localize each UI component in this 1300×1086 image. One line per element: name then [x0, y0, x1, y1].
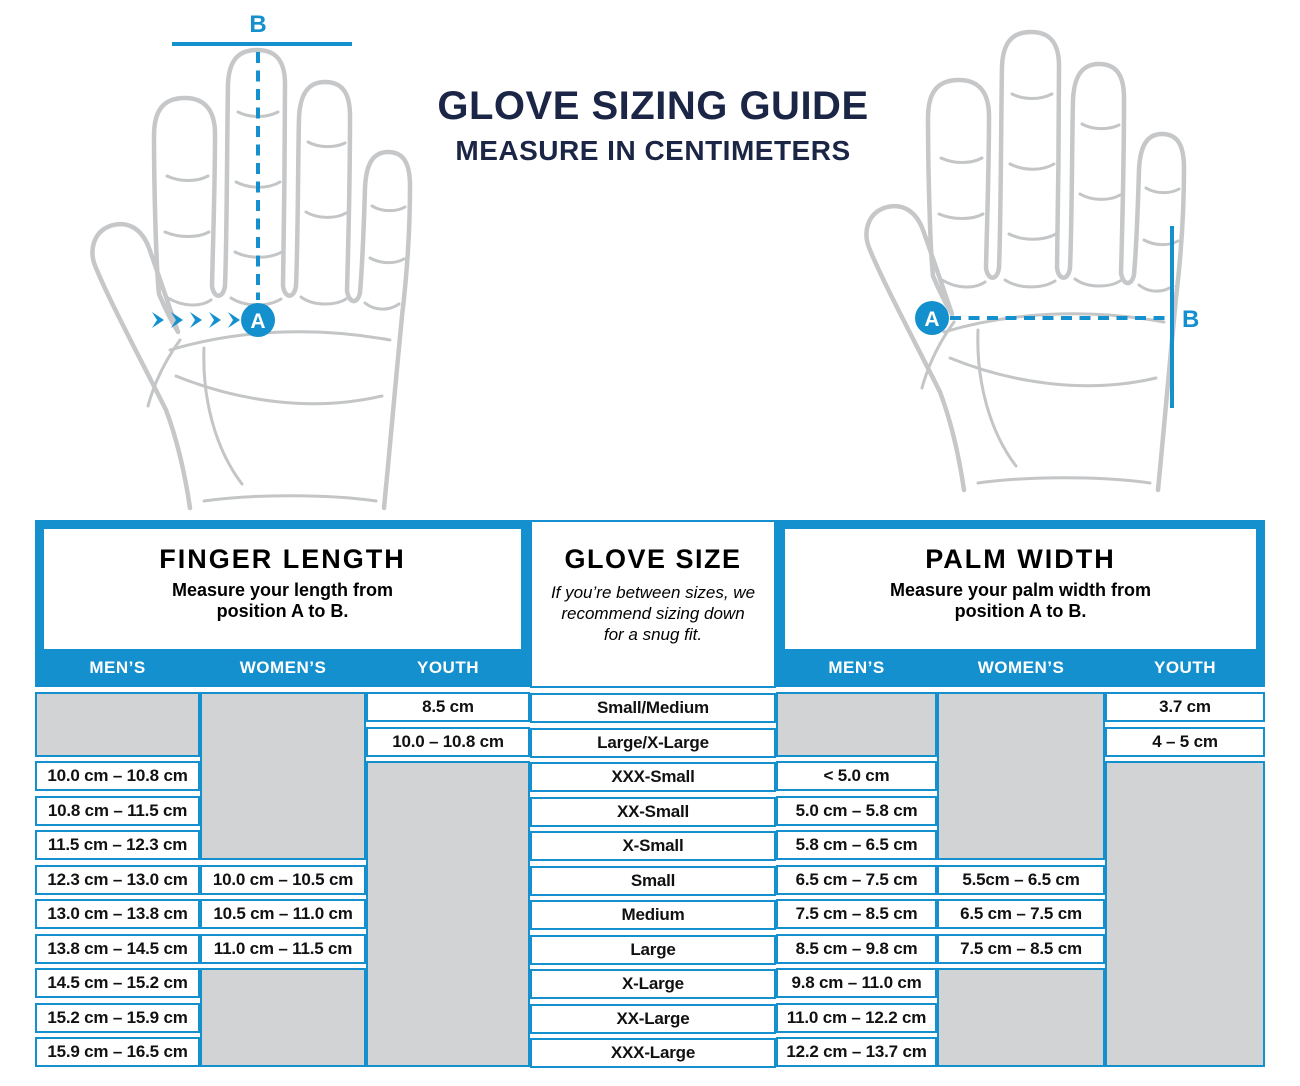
glove-size-column: Small/Medium Large/X-Large XXX-Small XX-Sma…: [530, 693, 776, 1073]
table-cell: 11.0 cm – 11.5 cm: [200, 933, 366, 964]
point-a-marker: [915, 301, 949, 335]
finger-length-column-headers: MEN’S WOMEN’S YOUTH: [35, 649, 530, 687]
table-cell: XX-Large: [530, 1003, 776, 1034]
table-cell: 10.8 cm – 11.5 cm: [35, 795, 200, 826]
column-header-mens: MEN’S: [828, 658, 885, 677]
table-cell: 15.9 cm – 16.5 cm: [35, 1037, 200, 1067]
glove-size-header: GLOVE SIZE If you’re between sizes, we r…: [530, 520, 776, 688]
empty-cell: [35, 692, 200, 757]
table-cell: 6.5 cm – 7.5 cm: [776, 864, 937, 895]
column-header-womens: WOMEN’S: [239, 658, 327, 677]
table-cell: 9.8 cm – 11.0 cm: [776, 968, 937, 998]
hand-illustration: [866, 32, 1184, 490]
glove-size-title: GLOVE SIZE: [564, 544, 742, 574]
glove-size-column: Small/Medium Large/X-Large XXX-Small XX-Sma…: [530, 693, 776, 1073]
table-cell: 7.5 cm – 8.5 cm: [776, 899, 937, 929]
table-cell: 7.5 cm – 8.5 cm: [937, 933, 1105, 964]
point-a-label: A: [924, 308, 939, 331]
finger-length-title: FINGER LENGTH: [159, 544, 406, 574]
table-cell: 13.8 cm – 14.5 cm: [35, 933, 200, 964]
empty-cell: [776, 692, 937, 757]
table-cell: 8.5 cm: [366, 692, 530, 722]
table-cell: 8.5 cm – 9.8 cm: [776, 933, 937, 964]
table-cell: Small: [530, 865, 776, 896]
finger-length-subtitle: Measure your length from position A to B…: [171, 580, 394, 621]
empty-cell: [200, 968, 366, 1067]
table-cell: XXX-Large: [530, 1038, 776, 1068]
palm-width-header-frame: PALM WIDTH Measure your palm width from …: [776, 520, 1265, 650]
finger-column: 8.5 cm 10.0 – 10.8 cm: [366, 692, 530, 1072]
palm-column: 3.7 cm 4 – 5 cm: [1105, 692, 1265, 1072]
palm-column: 5.5cm – 6.5 cm 6.5 cm – 7.5 cm 7.5 cm – 8.…: [937, 692, 1105, 1072]
table-cell: X-Large: [530, 969, 776, 999]
finger-column: 10.0 cm – 10.8 cm 10.8 cm – 11.5 cm 11.5 c…: [35, 692, 200, 1072]
column-header-womens: WOMEN’S: [977, 658, 1065, 677]
table-cell: 12.3 cm – 13.0 cm: [35, 864, 200, 895]
table-cell: 11.5 cm – 12.3 cm: [35, 830, 200, 860]
table-cell: 5.8 cm – 6.5 cm: [776, 830, 937, 860]
section-finger-length: FINGER LENGTH Measure your length from p…: [35, 520, 530, 1072]
palm-width-columns: < 5.0 cm 5.0 cm – 5.8 cm 5.8 cm – 6.5 cm 6.…: [776, 692, 1265, 1072]
table-cell: Large/X-Large: [530, 727, 776, 758]
section-glove-size: GLOVE SIZE If you’re between sizes, we r…: [530, 520, 776, 1073]
glove-size-subtitle: If you’re between sizes, we recommend si…: [550, 583, 756, 644]
column-header-youth: YOUTH: [417, 658, 479, 677]
hand-diagram-palm-width: A B: [820, 22, 1199, 518]
table-cell: Small/Medium: [530, 693, 776, 723]
table-cell: 14.5 cm – 15.2 cm: [35, 968, 200, 998]
hand-illustration: [92, 50, 410, 508]
table-cell: Large: [530, 934, 776, 965]
palm-width-title: PALM WIDTH: [925, 544, 1116, 574]
table-cell: 3.7 cm: [1105, 692, 1265, 722]
table-cell: 10.0 – 10.8 cm: [366, 726, 530, 757]
hand-diagram-finger-length: B A: [52, 11, 452, 516]
finger-length-header-frame: FINGER LENGTH Measure your length from p…: [35, 520, 530, 650]
arrow-chevrons: [152, 312, 240, 328]
table-cell: 6.5 cm – 7.5 cm: [937, 899, 1105, 929]
column-header-youth: YOUTH: [1154, 658, 1216, 677]
empty-cell: [937, 968, 1105, 1067]
page-title: GLOVE SIZING GUIDE MEASURE IN CENTIMETER…: [398, 86, 908, 165]
table-cell: 10.5 cm – 11.0 cm: [200, 899, 366, 929]
column-header-mens: MEN’S: [89, 658, 146, 677]
table-cell: X-Small: [530, 831, 776, 861]
empty-cell: [937, 692, 1105, 860]
title-line-1: GLOVE SIZING GUIDE: [437, 84, 869, 128]
table-cell: 5.5cm – 6.5 cm: [937, 864, 1105, 895]
table-cell: 10.0 cm – 10.8 cm: [35, 761, 200, 791]
empty-cell: [1105, 761, 1265, 1067]
table-cell: XXX-Small: [530, 762, 776, 792]
point-b-label: B: [249, 11, 266, 38]
point-a-marker: [241, 303, 275, 337]
table-cell: 5.0 cm – 5.8 cm: [776, 795, 937, 826]
table-cell: 15.2 cm – 15.9 cm: [35, 1002, 200, 1033]
sizing-table: FINGER LENGTH Measure your length from p…: [35, 520, 1265, 1073]
empty-cell: [200, 692, 366, 860]
palm-width-subtitle: Measure your palm width from position A …: [889, 580, 1152, 621]
section-palm-width: PALM WIDTH Measure your palm width from …: [776, 520, 1265, 1072]
palm-column: < 5.0 cm 5.0 cm – 5.8 cm 5.8 cm – 6.5 cm 6.…: [776, 692, 937, 1072]
table-cell: Medium: [530, 900, 776, 930]
table-cell: 13.0 cm – 13.8 cm: [35, 899, 200, 929]
table-cell: 4 – 5 cm: [1105, 726, 1265, 757]
palm-width-column-headers: MEN’S WOMEN’S YOUTH: [776, 649, 1265, 687]
empty-cell: [366, 761, 530, 1067]
point-a-label: A: [250, 310, 265, 333]
table-cell: XX-Small: [530, 796, 776, 827]
table-cell: 12.2 cm – 13.7 cm: [776, 1037, 937, 1067]
point-b-label: B: [1182, 306, 1199, 333]
finger-column: 10.0 cm – 10.5 cm 10.5 cm – 11.0 cm 11.0 c…: [200, 692, 366, 1072]
finger-length-columns: 10.0 cm – 10.8 cm 10.8 cm – 11.5 cm 11.5 c…: [35, 692, 530, 1072]
table-cell: 10.0 cm – 10.5 cm: [200, 864, 366, 895]
table-cell: 11.0 cm – 12.2 cm: [776, 1002, 937, 1033]
title-line-2: MEASURE IN CENTIMETERS: [455, 135, 851, 166]
table-cell: < 5.0 cm: [776, 761, 937, 791]
